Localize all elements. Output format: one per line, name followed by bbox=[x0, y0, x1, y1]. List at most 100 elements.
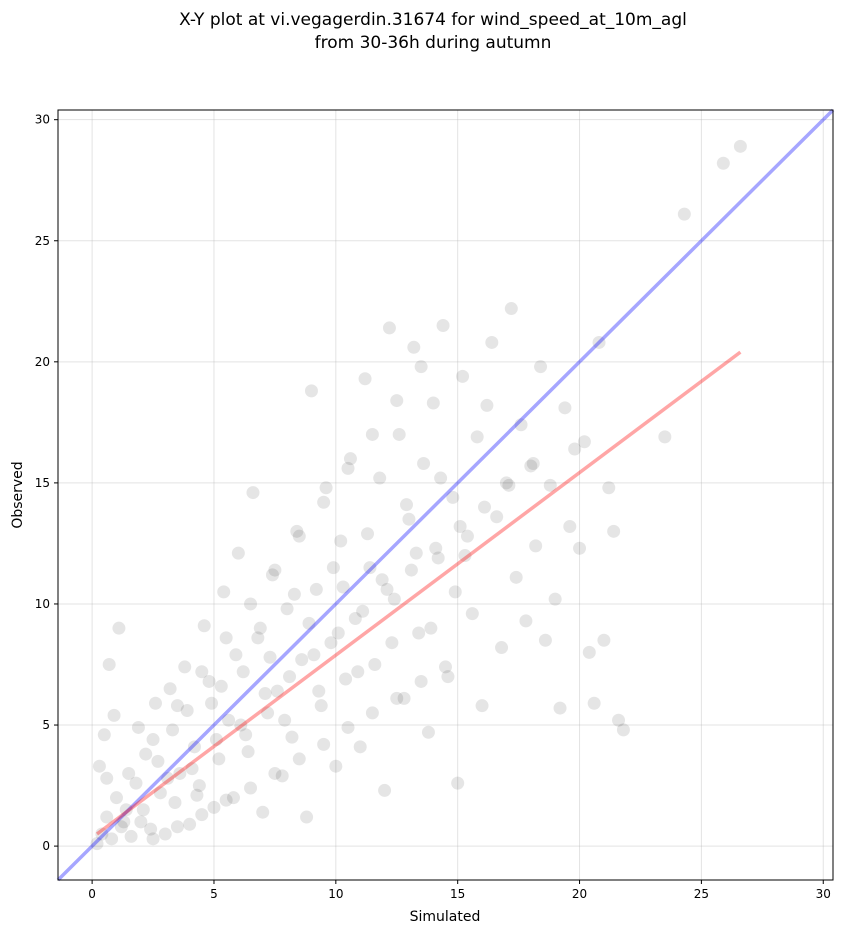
data-point-22 bbox=[178, 660, 192, 674]
data-point-80 bbox=[460, 529, 474, 543]
data-point-157 bbox=[365, 427, 379, 441]
data-point-185 bbox=[409, 546, 423, 560]
data-point-104 bbox=[577, 435, 591, 449]
data-point-83 bbox=[475, 699, 489, 713]
data-point-102 bbox=[568, 442, 582, 456]
fit-line bbox=[95, 350, 742, 836]
data-point-183 bbox=[385, 636, 399, 650]
data-point-180 bbox=[351, 665, 365, 679]
data-point-25 bbox=[192, 779, 206, 793]
data-point-95 bbox=[534, 360, 548, 374]
data-point-6 bbox=[97, 728, 111, 742]
data-point-4 bbox=[114, 820, 128, 834]
data-point-133 bbox=[526, 457, 540, 471]
data-point-73 bbox=[426, 396, 440, 410]
data-point-96 bbox=[538, 633, 552, 647]
data-point-56 bbox=[343, 452, 357, 466]
y-tick-label-3: 15 bbox=[35, 476, 50, 490]
data-point-182 bbox=[375, 573, 389, 587]
data-point-59 bbox=[358, 372, 372, 386]
data-point-63 bbox=[378, 783, 392, 797]
data-point-68 bbox=[402, 512, 416, 526]
chart-title-line1: X-Y plot at vi.vegagerdin.31674 for wind… bbox=[179, 10, 687, 30]
data-point-69 bbox=[407, 340, 421, 354]
data-point-12 bbox=[129, 776, 143, 790]
data-point-0 bbox=[95, 827, 109, 841]
data-point-124 bbox=[307, 648, 321, 662]
data-point-173 bbox=[263, 650, 277, 664]
data-point-61 bbox=[368, 657, 382, 671]
data-point-174 bbox=[278, 713, 292, 727]
data-point-99 bbox=[553, 701, 567, 715]
data-point-129 bbox=[429, 541, 443, 555]
x-tick-label-4: 20 bbox=[572, 887, 587, 901]
data-point-128 bbox=[404, 563, 418, 577]
data-point-135 bbox=[170, 820, 184, 834]
data-point-64 bbox=[382, 321, 396, 335]
data-point-132 bbox=[502, 478, 516, 492]
data-point-152 bbox=[244, 597, 258, 611]
data-point-53 bbox=[329, 759, 343, 773]
data-point-176 bbox=[302, 616, 316, 630]
x-tick-label-1: 5 bbox=[210, 887, 218, 901]
data-point-163 bbox=[131, 720, 145, 734]
data-point-148 bbox=[146, 733, 160, 747]
data-point-40 bbox=[265, 568, 279, 582]
data-point-112 bbox=[616, 723, 630, 737]
x-tick-label-5: 25 bbox=[694, 887, 709, 901]
data-point-24 bbox=[187, 740, 201, 754]
data-point-78 bbox=[451, 776, 465, 790]
data-point-67 bbox=[397, 691, 411, 705]
data-point-65 bbox=[387, 592, 401, 606]
data-point-31 bbox=[222, 713, 236, 727]
data-point-130 bbox=[453, 519, 467, 533]
data-point-98 bbox=[548, 592, 562, 606]
data-point-123 bbox=[283, 670, 297, 684]
data-point-38 bbox=[256, 805, 270, 819]
data-point-158 bbox=[390, 394, 404, 408]
data-point-105 bbox=[582, 645, 596, 659]
y-tick-label-6: 30 bbox=[35, 113, 50, 127]
grid bbox=[58, 110, 833, 880]
data-point-120 bbox=[209, 733, 223, 747]
data-point-3 bbox=[109, 791, 123, 805]
data-point-13 bbox=[134, 815, 148, 829]
data-point-20 bbox=[168, 796, 182, 810]
data-point-149 bbox=[170, 699, 184, 713]
data-point-147 bbox=[122, 766, 136, 780]
data-point-76 bbox=[441, 670, 455, 684]
data-point-90 bbox=[509, 570, 523, 584]
data-point-37 bbox=[251, 631, 265, 645]
data-point-35 bbox=[241, 745, 255, 759]
data-point-91 bbox=[514, 418, 528, 432]
data-point-84 bbox=[480, 398, 494, 412]
data-point-110 bbox=[607, 524, 621, 538]
data-point-17 bbox=[153, 786, 167, 800]
data-point-60 bbox=[363, 561, 377, 575]
data-point-54 bbox=[334, 534, 348, 548]
data-point-168 bbox=[205, 696, 219, 710]
data-point-117 bbox=[136, 803, 150, 817]
reference-lines bbox=[56, 108, 835, 882]
x-tick-label-2: 10 bbox=[328, 887, 343, 901]
data-point-52 bbox=[324, 636, 338, 650]
data-point-46 bbox=[295, 653, 309, 667]
data-point-146 bbox=[439, 660, 452, 674]
data-point-32 bbox=[226, 791, 240, 805]
data-point-36 bbox=[246, 486, 260, 500]
data-point-138 bbox=[244, 781, 258, 795]
data-point-139 bbox=[268, 766, 282, 780]
data-point-41 bbox=[270, 684, 284, 698]
data-point-21 bbox=[173, 766, 187, 780]
data-point-70 bbox=[412, 626, 426, 640]
data-point-165 bbox=[166, 723, 180, 737]
data-point-162 bbox=[117, 815, 131, 829]
data-point-62 bbox=[373, 471, 387, 485]
data-point-170 bbox=[229, 648, 243, 662]
x-axis-label: Simulated bbox=[410, 909, 481, 925]
data-point-50 bbox=[314, 699, 328, 713]
data-point-23 bbox=[183, 817, 197, 831]
data-point-9 bbox=[107, 708, 121, 722]
x-tick-label-3: 15 bbox=[450, 887, 465, 901]
